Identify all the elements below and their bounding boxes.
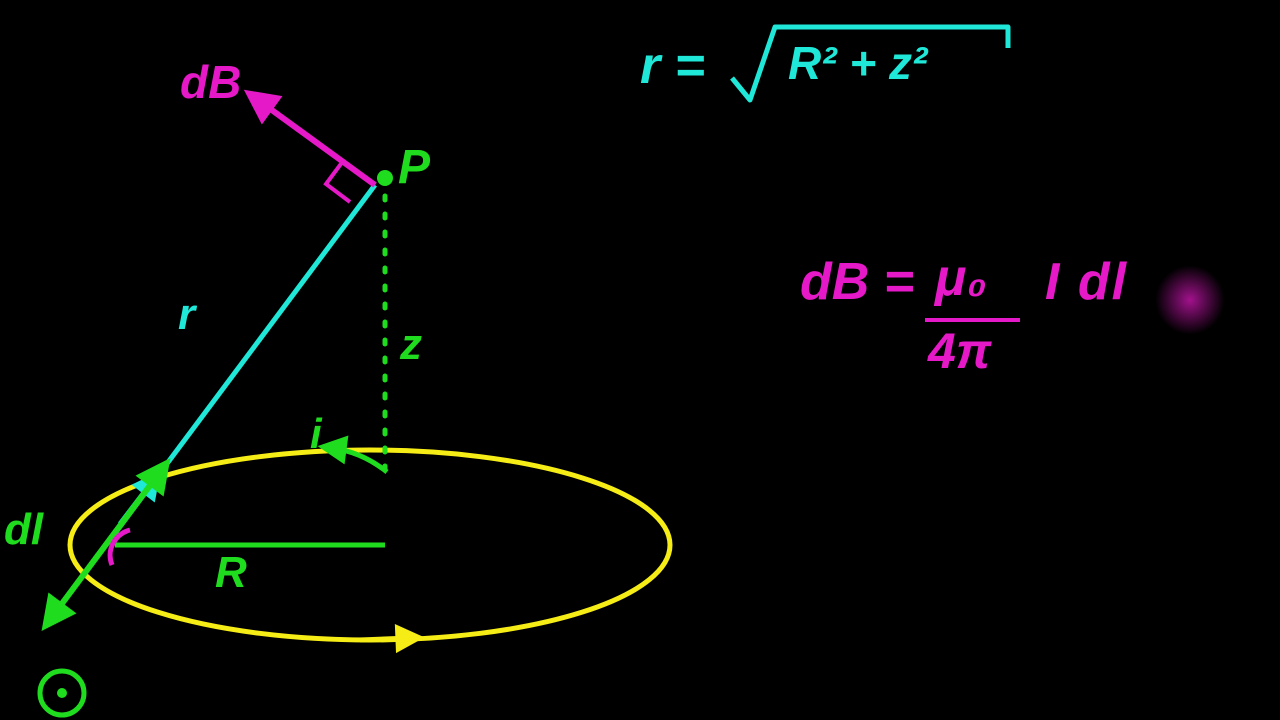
- point-P-dot: [377, 170, 393, 186]
- equation-r-radicand: R² + z²: [788, 36, 927, 90]
- equation-dB-lhs: dB =: [800, 252, 914, 312]
- label-dB: dB: [180, 55, 241, 109]
- equation-dB-mu0: μ₀: [935, 248, 987, 308]
- dB-vector-arrow: [258, 100, 375, 185]
- equation-dB-Idl: I dl: [1045, 252, 1128, 312]
- label-P: P: [398, 140, 430, 195]
- label-dl: dl: [4, 505, 43, 555]
- label-r: r: [178, 290, 195, 340]
- label-z: z: [400, 320, 422, 370]
- equation-r-lhs: r =: [640, 36, 705, 96]
- out-of-page-dot: [57, 688, 67, 698]
- label-R: R: [215, 548, 247, 598]
- label-i: i: [310, 410, 322, 458]
- loop-direction-arrow: [360, 638, 410, 640]
- physics-diagram-canvas: dB P r z i R dl r = R² + z² dB = μ₀ 4π I…: [0, 0, 1280, 720]
- equation-dB-4pi: 4π: [928, 322, 991, 380]
